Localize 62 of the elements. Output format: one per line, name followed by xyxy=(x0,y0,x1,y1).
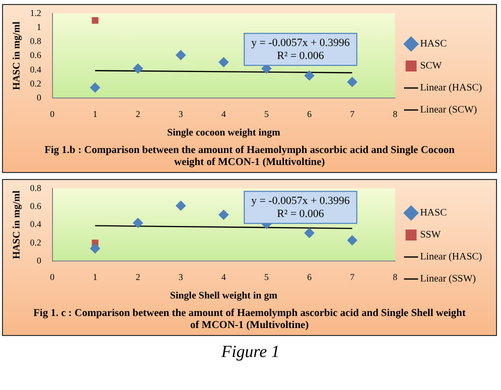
point xyxy=(176,50,186,60)
point xyxy=(347,76,358,87)
x-tick-label: 5 xyxy=(264,272,270,282)
point xyxy=(347,235,358,246)
x-tick-label: 1 xyxy=(92,272,98,282)
x-tick-label: 8 xyxy=(392,108,398,119)
x-tick-label: 6 xyxy=(307,108,312,119)
legend-label: SSW xyxy=(420,230,442,241)
x-tick-label: 2 xyxy=(136,272,140,282)
x-tick-label: 4 xyxy=(221,272,226,282)
legend-label: Linear (SCW) xyxy=(420,104,478,116)
y-tick-label: 0.6 xyxy=(30,200,42,211)
point xyxy=(218,210,229,220)
x-tick-label: 2 xyxy=(136,108,140,119)
x-tick-label: 1 xyxy=(92,108,98,119)
legend-label: Linear (HASC) xyxy=(420,252,482,263)
caption: Fig 1.b : Comparison between the amount of Haemolymph ascorbic acid and Single Cocoon weight of MCON-1 (Multivoltine) xyxy=(43,145,456,170)
point xyxy=(132,218,143,228)
x-tick-label: 4 xyxy=(221,108,226,119)
annotation: R² = 0.006 xyxy=(276,50,325,62)
x-tick-label: 8 xyxy=(392,272,398,282)
caption: Figure 1 xyxy=(220,342,281,362)
y-tick-label: 0.4 xyxy=(30,64,42,74)
y-tick-label: 1 xyxy=(36,22,42,32)
x-tick-label: 6 xyxy=(307,272,312,282)
y-tick-label: 0.6 xyxy=(30,50,42,60)
point xyxy=(176,200,186,211)
x-tick-label: 3 xyxy=(178,108,184,119)
point xyxy=(92,17,98,24)
y-tick-label: 0.4 xyxy=(30,219,42,230)
x-axis-title: Single cocoon weight ingm xyxy=(167,128,281,139)
x-tick-label: 7 xyxy=(350,272,355,282)
point xyxy=(304,228,314,238)
annotation: y = -0.0057x + 0.3996 xyxy=(251,194,350,207)
y-tick-label: 0.8 xyxy=(30,182,42,193)
point xyxy=(218,57,229,68)
annotation: y = -0.0057x + 0.3996 xyxy=(251,36,350,49)
x-tick-label: 0 xyxy=(50,108,55,119)
y-axis-title: HASC in mg/ml xyxy=(12,21,23,90)
y-tick-label: 1.2 xyxy=(30,8,42,18)
point xyxy=(304,70,314,81)
annotation: R² = 0.006 xyxy=(276,208,325,220)
legend-label: HASC xyxy=(420,38,448,50)
y-axis-title: HASC in mg/ml xyxy=(12,190,23,259)
point xyxy=(132,64,143,74)
y-tick-label: 0 xyxy=(36,92,42,103)
y-tick-label: 0 xyxy=(36,256,42,266)
y-tick-label: 0.2 xyxy=(30,78,42,88)
x-tick-label: 3 xyxy=(178,272,184,282)
y-tick-label: 0.8 xyxy=(30,36,42,46)
point xyxy=(90,243,100,254)
x-tick-label: 7 xyxy=(350,108,355,119)
caption: Fig 1. c : Comparison between the amount of Haemolymph ascorbic acid and Single Shell weight of MCON-1 (Multivoltine) xyxy=(32,308,467,333)
x-axis-title: Single Shell weight in gm xyxy=(170,290,278,302)
point xyxy=(90,82,100,93)
legend-label: Linear (HASC) xyxy=(420,82,482,94)
y-tick-label: 0.2 xyxy=(30,237,42,248)
legend-label: HASC xyxy=(420,208,448,219)
x-tick-label: 0 xyxy=(50,272,55,282)
x-tick-label: 5 xyxy=(264,108,270,119)
legend-label: SCW xyxy=(420,60,442,72)
legend-label: Linear (SSW) xyxy=(420,274,476,285)
